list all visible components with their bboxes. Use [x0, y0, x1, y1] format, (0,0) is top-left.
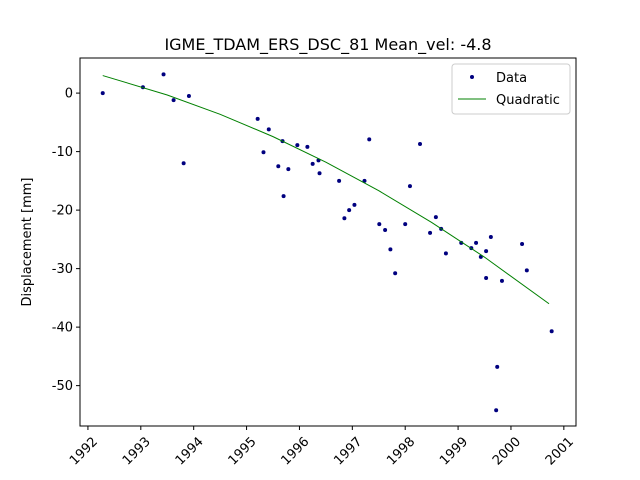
data-point: [261, 150, 266, 155]
chart-title: IGME_TDAM_ERS_DSC_81 Mean_vel: -4.8: [164, 35, 491, 55]
legend-label: Quadratic: [496, 93, 560, 108]
legend-box: [451, 63, 571, 115]
data-point: [352, 202, 357, 207]
data-point: [428, 230, 433, 235]
x-tick-label: 1998: [384, 434, 418, 468]
data-point: [367, 137, 372, 142]
data-point: [337, 178, 342, 183]
data-point: [488, 235, 493, 240]
legend: Data Quadratic: [451, 63, 571, 115]
x-tick-label: 2000: [490, 434, 524, 468]
legend-label: Data: [496, 71, 527, 86]
x-tick-label: 2001: [543, 434, 577, 468]
data-point: [286, 167, 291, 172]
data-point: [317, 171, 322, 176]
x-tick-label: 1997: [331, 434, 365, 468]
y-tick-label: -40: [52, 321, 73, 336]
data-point: [305, 144, 310, 149]
legend-swatch: [470, 75, 474, 79]
data-point: [418, 142, 423, 147]
data-point: [474, 240, 479, 245]
data-point: [499, 278, 504, 283]
x-tick-label: 1999: [437, 434, 471, 468]
data-point: [494, 408, 499, 413]
plot-area: [79, 57, 577, 427]
data-point: [433, 215, 438, 220]
x-tick-label: 1992: [67, 434, 101, 468]
data-point: [443, 251, 448, 256]
data-point: [362, 178, 367, 183]
y-tick-label: 0: [65, 87, 73, 102]
data-point: [403, 222, 408, 227]
data-point: [342, 216, 347, 221]
data-point: [276, 164, 281, 169]
x-tick-label: 1993: [120, 434, 154, 468]
data-point: [520, 242, 525, 247]
data-point: [281, 194, 286, 199]
x-tick-label: 1994: [173, 434, 207, 468]
data-point: [459, 240, 464, 245]
data-point: [484, 275, 489, 280]
data-point: [310, 161, 315, 166]
y-tick-label: -10: [52, 145, 73, 160]
y-tick-label: -50: [52, 379, 73, 394]
fit-line: [102, 75, 550, 305]
data-point: [388, 247, 393, 252]
data-point: [100, 91, 105, 96]
data-point: [255, 116, 260, 121]
data-point: [161, 72, 166, 77]
data-point: [407, 184, 412, 189]
data-point: [295, 143, 300, 148]
y-tick-label: -20: [52, 204, 73, 219]
data-point: [524, 268, 529, 273]
data-point: [393, 271, 398, 276]
data-point: [347, 208, 352, 213]
data-point: [181, 161, 186, 166]
data-point: [186, 94, 191, 99]
y-tick-label: -30: [52, 262, 73, 277]
x-tick-label: 1995: [226, 434, 260, 468]
data-point: [495, 364, 500, 369]
data-point: [383, 228, 388, 233]
x-tick-label: 1996: [278, 434, 312, 468]
data-point: [549, 329, 554, 334]
data-point: [171, 98, 176, 103]
data-point: [484, 249, 489, 254]
data-point: [377, 222, 382, 227]
data-point: [266, 127, 271, 132]
y-axis-label: Displacement [mm]: [20, 178, 35, 307]
